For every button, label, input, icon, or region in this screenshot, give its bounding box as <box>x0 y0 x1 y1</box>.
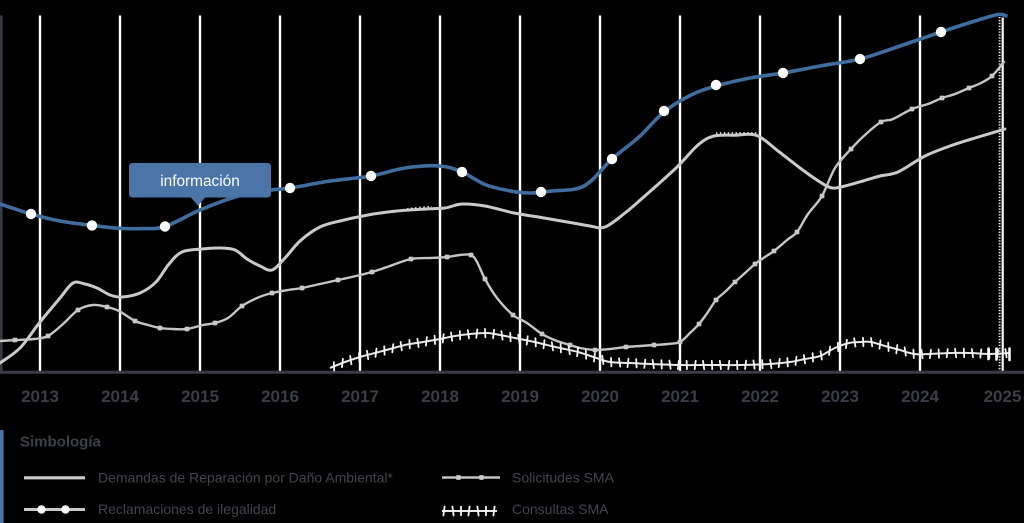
svg-text:2016: 2016 <box>261 387 299 406</box>
svg-text:Solicitudes SMA: Solicitudes SMA <box>512 470 615 486</box>
svg-text:2018: 2018 <box>421 387 459 406</box>
svg-text:2025: 2025 <box>984 387 1022 406</box>
svg-text:2017: 2017 <box>341 387 379 406</box>
svg-text:2024: 2024 <box>901 387 939 406</box>
svg-text:2015: 2015 <box>181 387 219 406</box>
svg-text:2019: 2019 <box>501 387 539 406</box>
svg-text:Consultas SMA: Consultas SMA <box>512 501 609 517</box>
svg-text:2023: 2023 <box>821 387 859 406</box>
svg-text:2022: 2022 <box>741 387 779 406</box>
svg-text:Demandas de Reparación por Dañ: Demandas de Reparación por Daño Ambienta… <box>98 470 394 486</box>
svg-text:2020: 2020 <box>581 387 619 406</box>
svg-text:2014: 2014 <box>101 387 139 406</box>
svg-text:2013: 2013 <box>21 387 59 406</box>
svg-text:2021: 2021 <box>661 387 699 406</box>
svg-text:información: información <box>160 173 240 190</box>
svg-text:Reclamaciones de ilegalidad: Reclamaciones de ilegalidad <box>98 501 276 517</box>
svg-text:Simbología: Simbología <box>20 434 101 451</box>
